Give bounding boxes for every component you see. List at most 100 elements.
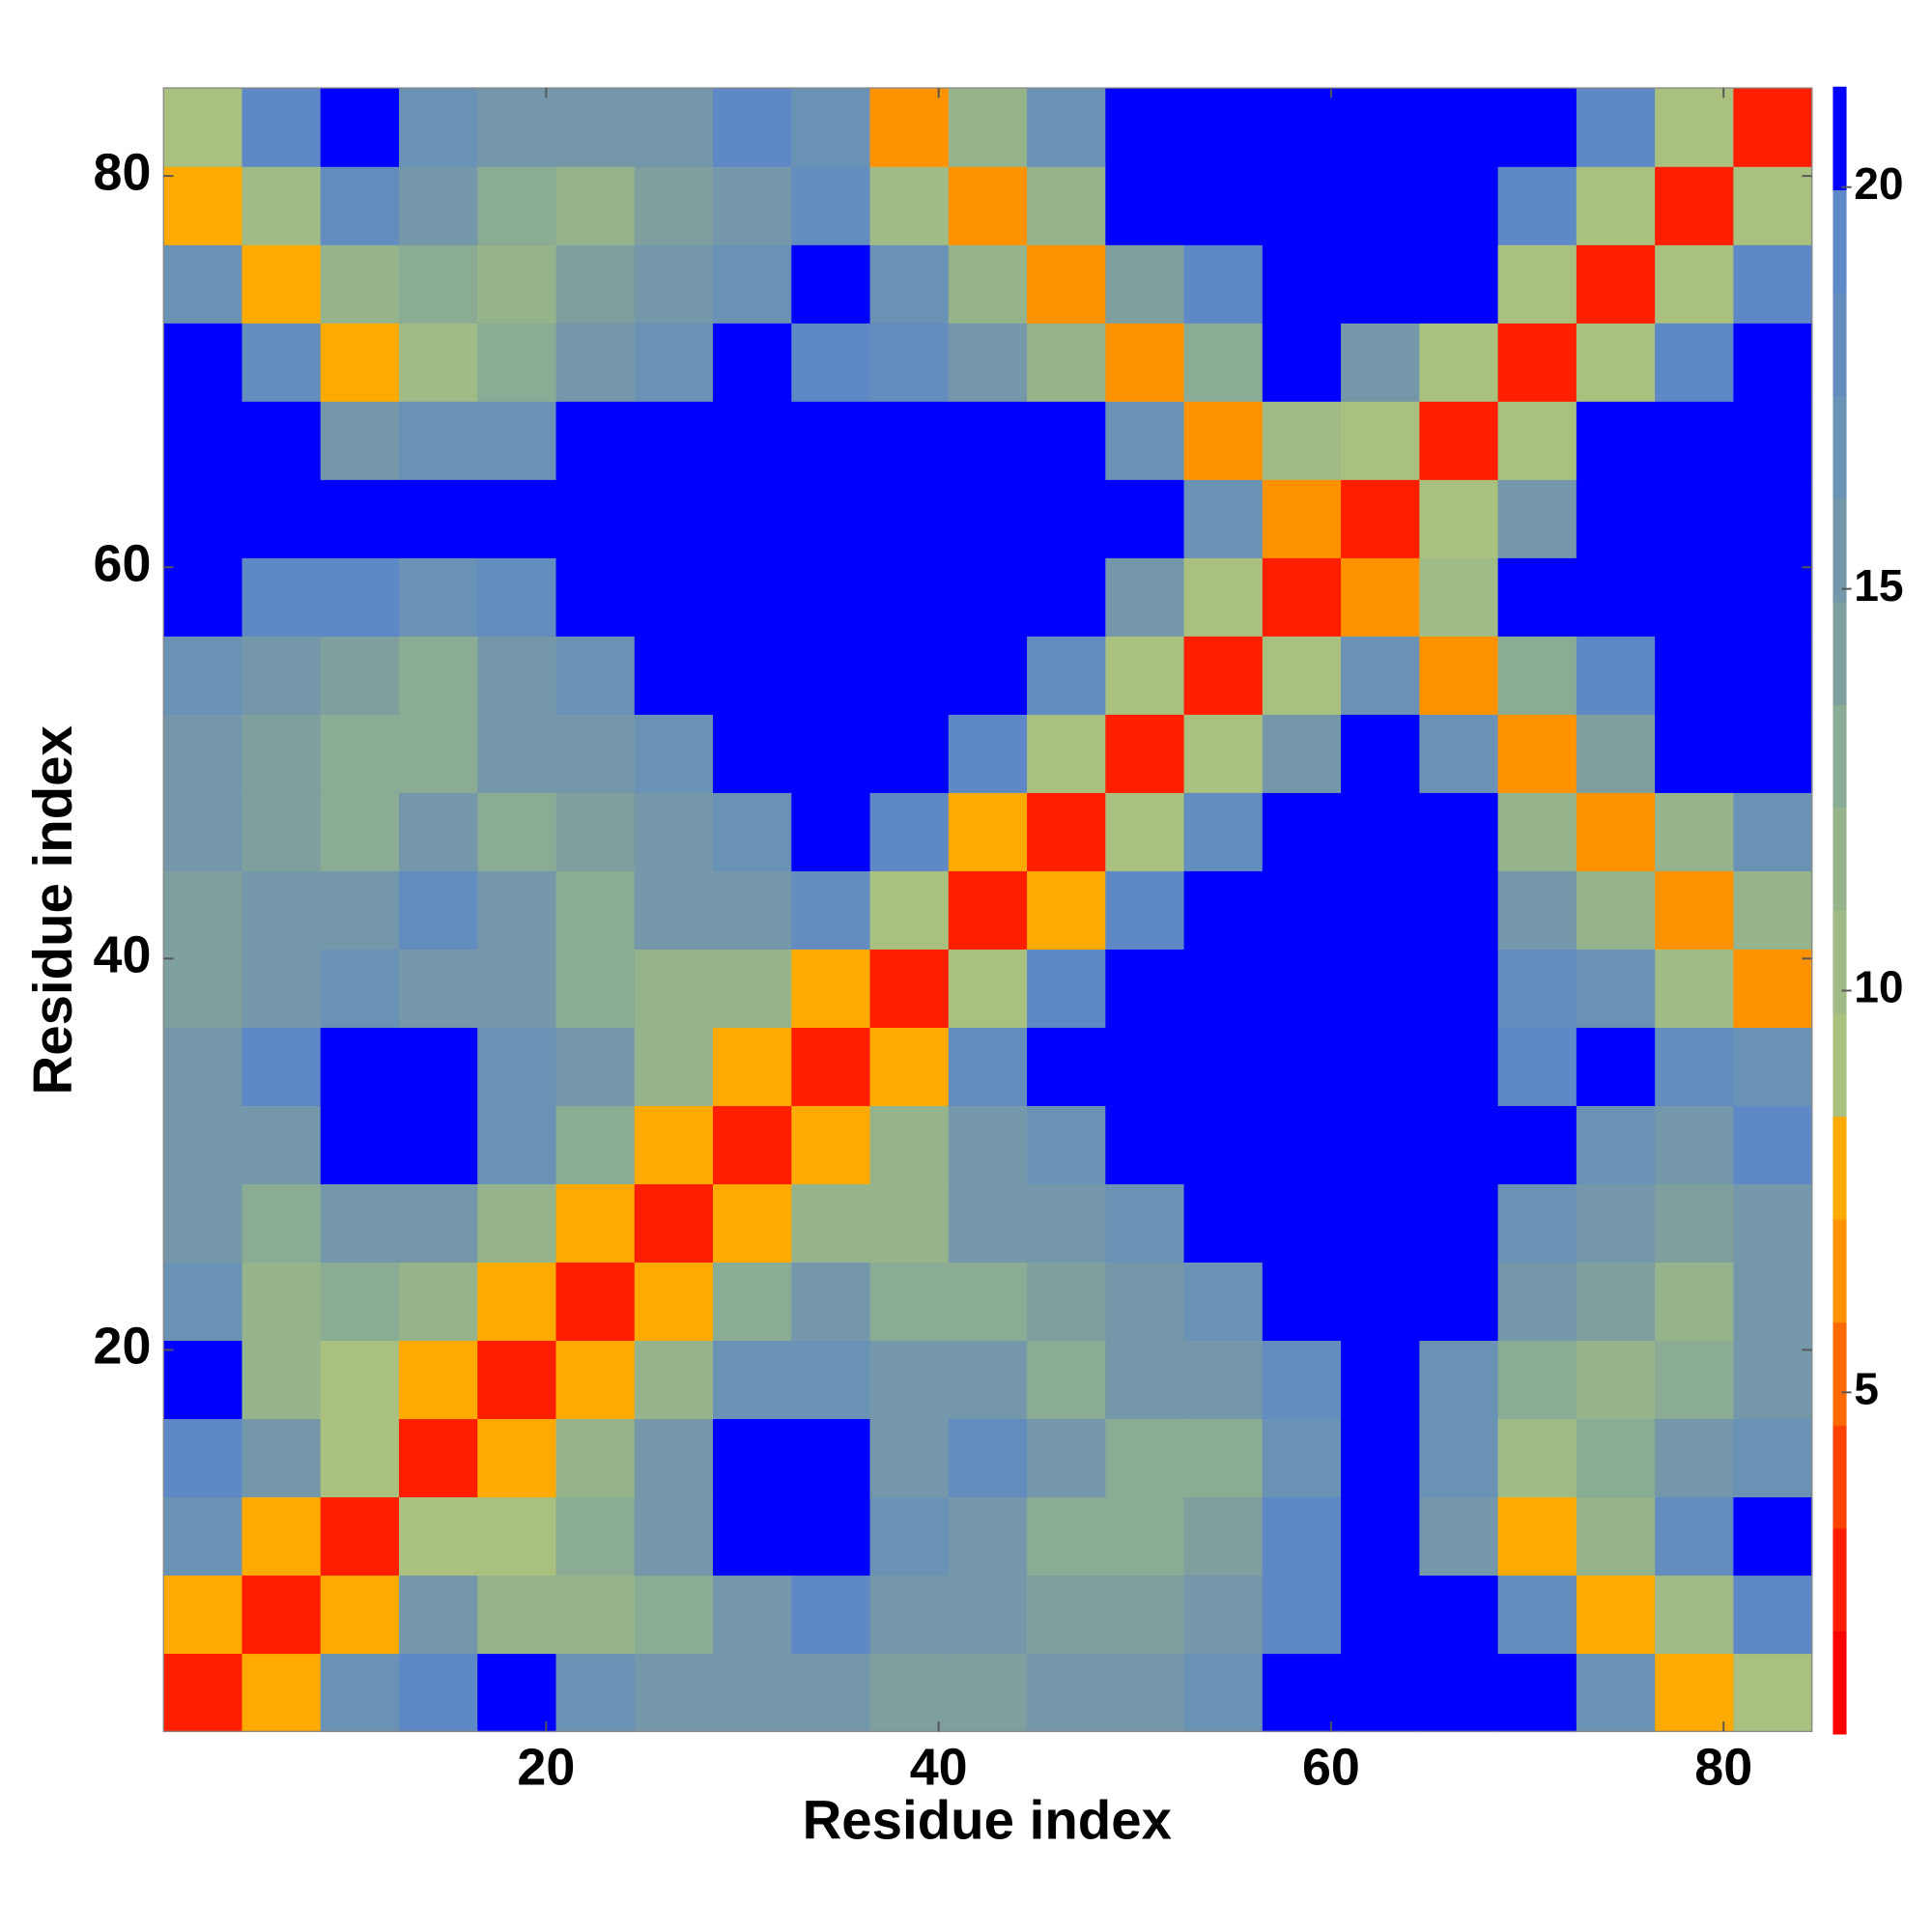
heatmap-cell (1576, 479, 1656, 558)
heatmap-cell (1655, 1496, 1735, 1577)
heatmap-cell (1733, 166, 1813, 245)
heatmap-cell (1655, 1183, 1735, 1263)
heatmap-cell (399, 479, 479, 558)
heatmap-cell (555, 1183, 636, 1263)
heatmap-cell (869, 557, 950, 637)
heatmap-cell (1419, 244, 1499, 324)
heatmap-cell (948, 1496, 1028, 1577)
heatmap-cell (1183, 323, 1264, 402)
heatmap-cell (869, 1340, 950, 1420)
heatmap-cell (1497, 166, 1577, 245)
heatmap-cell (1733, 792, 1813, 871)
heatmap-cell (320, 1027, 400, 1106)
heatmap-cell (1419, 88, 1499, 167)
heatmap-cell (1262, 323, 1342, 402)
heatmap-cell (1497, 714, 1577, 793)
heatmap-cell (1262, 636, 1342, 715)
heatmap-cell (1497, 401, 1577, 480)
heatmap-cell (791, 1027, 871, 1106)
heatmap-cell (477, 1027, 557, 1106)
heatmap-cell (1341, 244, 1421, 324)
heatmap-cell (399, 870, 479, 950)
heatmap-cell (1733, 557, 1813, 637)
heatmap-cell (1341, 401, 1421, 480)
heatmap-cell (1733, 949, 1813, 1028)
heatmap-cell (1027, 1653, 1107, 1733)
heatmap-cell (1576, 323, 1656, 402)
heatmap-cell (948, 1653, 1028, 1733)
heatmap-cell (163, 1418, 243, 1498)
heatmap-cell (399, 1105, 479, 1184)
heatmap-cell (1027, 870, 1107, 950)
heatmap-cell (1576, 401, 1656, 480)
heatmap-cell (399, 636, 479, 715)
x-tick-label: 60 (1302, 1739, 1360, 1797)
heatmap-cell (1733, 479, 1813, 558)
heatmap-cell (1341, 714, 1421, 793)
heatmap-cell (634, 1105, 714, 1184)
heatmap-cell (320, 1653, 400, 1733)
heatmap-cell (1497, 88, 1577, 167)
heatmap-cell (477, 1340, 557, 1420)
heatmap-cell (1262, 870, 1342, 950)
heatmap-cell (713, 88, 793, 167)
heatmap-cell (1419, 1496, 1499, 1577)
heatmap-cell (948, 557, 1028, 637)
heatmap-cell (242, 714, 322, 793)
heatmap-cell (1733, 1653, 1813, 1733)
heatmap-cell (320, 479, 400, 558)
colorbar-step (1833, 807, 1847, 911)
heatmap-cell (320, 323, 400, 402)
heatmap-cell (1183, 244, 1264, 324)
heatmap-cell (634, 244, 714, 324)
heatmap-cell (555, 88, 636, 167)
heatmap-cell (1262, 557, 1342, 637)
colorbar-step (1833, 395, 1847, 499)
heatmap-cell (555, 636, 636, 715)
heatmap-cell (1105, 1262, 1185, 1342)
heatmap-cell (948, 949, 1028, 1028)
colorbar-step (1833, 498, 1847, 603)
heatmap-cell (869, 401, 950, 480)
heatmap-cell (1497, 1575, 1577, 1655)
heatmap-cell (1262, 479, 1342, 558)
heatmap-cell (555, 1653, 636, 1733)
heatmap-cell (948, 323, 1028, 402)
colorbar-tick-label: 10 (1854, 962, 1903, 1012)
heatmap-cell (163, 1653, 243, 1733)
heatmap-cell (1183, 949, 1264, 1028)
heatmap-cell (1262, 1262, 1342, 1342)
heatmap-cell (242, 1105, 322, 1184)
heatmap-cell (713, 1183, 793, 1263)
heatmap-cell (1183, 557, 1264, 637)
heatmap-cell (869, 1418, 950, 1498)
heatmap-cell (242, 1262, 322, 1342)
heatmap-cell (791, 792, 871, 871)
heatmap-cell (1733, 1496, 1813, 1577)
heatmap-cell (399, 401, 479, 480)
heatmap-cell (1183, 714, 1264, 793)
heatmap-cell (163, 1262, 243, 1342)
heatmap-cell (1105, 88, 1185, 167)
heatmap-cell (242, 557, 322, 637)
heatmap-cell (791, 1575, 871, 1655)
heatmap-cell (242, 792, 322, 871)
heatmap-cell (1419, 1575, 1499, 1655)
heatmap-cell (477, 401, 557, 480)
heatmap-cell (1341, 1418, 1421, 1498)
heatmap-cell (1105, 792, 1185, 871)
heatmap-cell (1497, 1418, 1577, 1498)
heatmap-cell (1497, 636, 1577, 715)
heatmap-cell (634, 1183, 714, 1263)
heatmap-cell (713, 1262, 793, 1342)
heatmap-cell (1733, 1418, 1813, 1498)
heatmap-cell (869, 714, 950, 793)
heatmap-cell (948, 88, 1028, 167)
heatmap-cell (869, 1575, 950, 1655)
heatmap-cell (1733, 323, 1813, 402)
heatmap-cell (399, 714, 479, 793)
heatmap-cell (1576, 714, 1656, 793)
heatmap-cell (1262, 949, 1342, 1028)
heatmap-cell (869, 479, 950, 558)
heatmap-cell (1341, 792, 1421, 871)
